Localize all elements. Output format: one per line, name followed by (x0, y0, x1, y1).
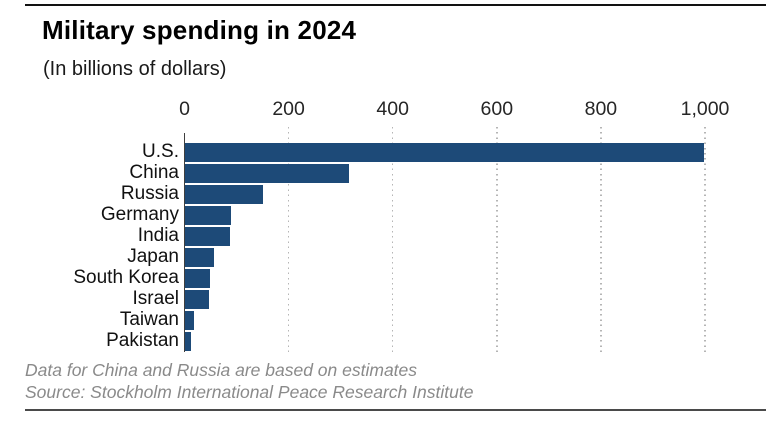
bar (185, 205, 232, 225)
x-axis-tick-label: 0 (179, 98, 190, 120)
category-label: Germany (100, 203, 179, 225)
bar (185, 310, 194, 330)
x-axis-tick-label: 400 (376, 98, 409, 120)
footnote: Data for China and Russia are based on e… (25, 360, 418, 380)
bar (185, 289, 210, 309)
category-label: Taiwan (119, 308, 179, 330)
category-label: China (129, 161, 179, 183)
category-label: Israel (132, 287, 179, 309)
top-rule (25, 4, 766, 6)
bar (185, 268, 211, 288)
x-axis-tick-label: 200 (272, 98, 305, 120)
bar (185, 163, 349, 183)
category-label: Japan (127, 245, 179, 267)
bar (185, 142, 705, 162)
bar (185, 226, 231, 246)
gridline (600, 127, 602, 353)
x-axis-tick-label: 1,000 (680, 98, 730, 120)
gridline (496, 127, 498, 353)
category-label: U.S. (142, 140, 179, 162)
category-label: India (137, 224, 179, 246)
gridline (704, 127, 706, 353)
chart-subtitle: (In billions of dollars) (43, 58, 227, 80)
gridline (287, 127, 290, 353)
chart-title: Military spending in 2024 (42, 15, 357, 45)
category-label: Pakistan (106, 329, 179, 351)
bar (185, 184, 263, 204)
x-axis-tick-label: 600 (480, 98, 514, 120)
x-axis-tick-label: 800 (584, 98, 618, 120)
category-label: South Korea (73, 266, 179, 288)
gridline (391, 127, 394, 353)
bar (185, 247, 215, 267)
category-label: Russia (120, 182, 179, 204)
bottom-rule (25, 409, 766, 411)
y-axis-line (183, 133, 186, 352)
source-line: Source: Stockholm International Peace Re… (25, 382, 474, 402)
bar (185, 331, 191, 351)
